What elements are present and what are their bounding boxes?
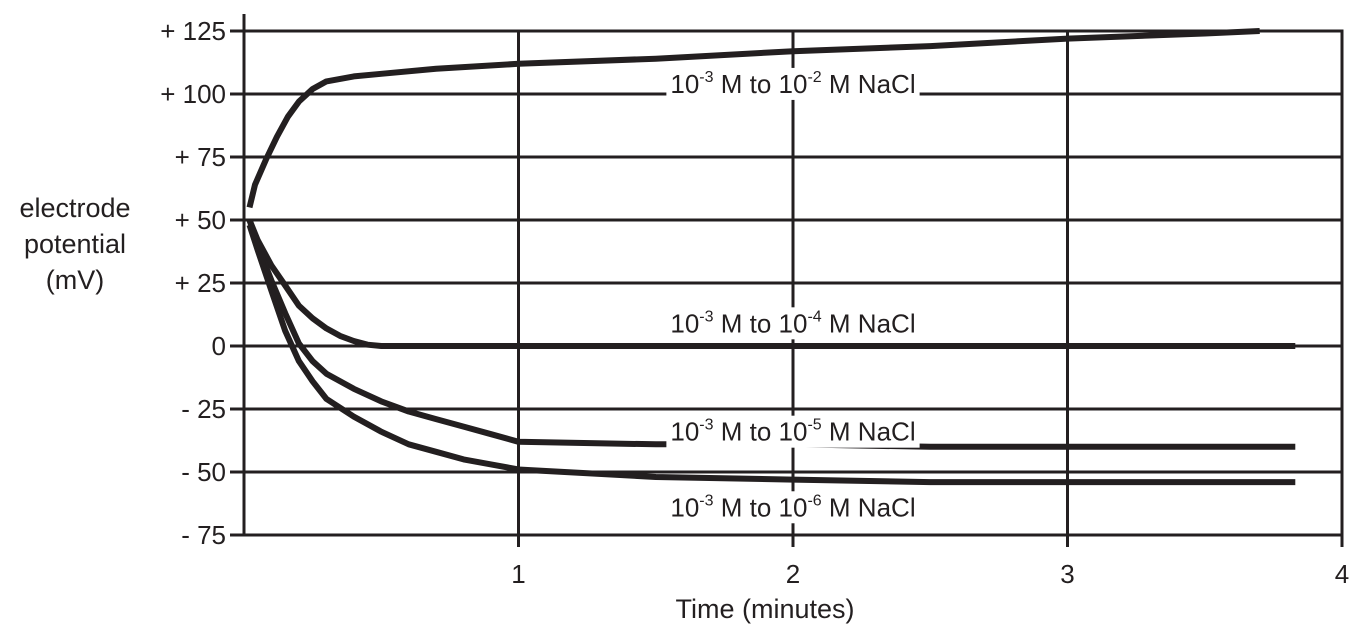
y-tick-label-6: - 25 [181,394,226,424]
series-label-bg-1 [666,307,920,340]
y-tick-label-7: - 50 [181,457,226,487]
series-label-0: 10-3 M to 10-2 M NaCl [670,69,915,99]
series-line-3 [246,224,1296,486]
y-tick-label-2: + 75 [175,142,226,172]
y-axis-title: electrode potential (mV) [0,190,150,298]
x-tick-label-2: 3 [1060,559,1074,589]
y-tick-label-8: - 75 [181,520,226,550]
axis-layer: + 125 + 100 + 75 + 50 + 25 0 - 25 - 50 - 75 1 2 3 4 [160,14,1349,589]
y-tick-label-3: + 50 [175,205,226,235]
series-label-3: 10-3 M to 10-6 M NaCl [670,492,915,522]
series-line-0 [246,28,1260,209]
series-label-2: 10-3 M to 10-5 M NaCl [670,417,915,447]
series-label-bg-2 [666,415,920,448]
series-line-1 [246,218,1296,349]
series-label-bg-3 [666,491,920,524]
y-tick-label-5: 0 [212,331,226,361]
x-tick-label-3: 4 [1335,559,1349,589]
y-axis-title-line-2: potential [23,229,127,259]
series-label-bg-0 [666,67,920,100]
y-axis-title-line-1: electrode [19,193,131,223]
label-layer: 10-3 M to 10-2 M NaCl 10-3 M to 10-4 M Na… [666,67,920,524]
x-tick-label-1: 2 [786,559,800,589]
x-tick-label-0: 1 [511,559,525,589]
series-label-1: 10-3 M to 10-4 M NaCl [670,308,915,338]
series-layer [246,28,1296,486]
x-axis-title: Time (minutes) [675,594,854,624]
grid-layer [244,29,1342,535]
y-tick-label-0: + 125 [160,16,226,46]
y-tick-label-1: + 100 [160,79,226,109]
y-tick-label-4: + 25 [175,268,226,298]
y-axis-title-line-3: (mV) [45,265,105,295]
